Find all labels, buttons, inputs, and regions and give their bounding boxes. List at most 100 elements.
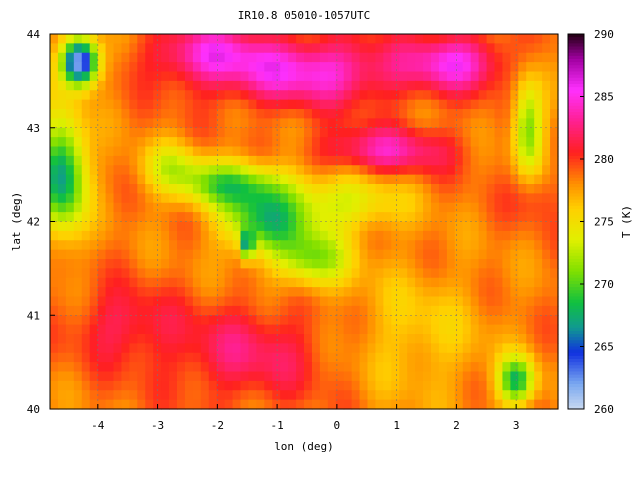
heatmap-cell	[510, 184, 519, 194]
heatmap-cell	[407, 202, 416, 213]
heatmap-cell	[399, 287, 408, 298]
heatmap-cell	[534, 71, 543, 82]
heatmap-cell	[550, 380, 559, 391]
heatmap-cell	[161, 34, 170, 44]
heatmap-cell	[304, 277, 313, 288]
heatmap-cell	[526, 287, 535, 298]
heatmap-cell	[446, 324, 456, 335]
heatmap-cell	[383, 259, 392, 269]
heatmap-cell	[399, 34, 408, 44]
heatmap-cell	[232, 362, 242, 373]
heatmap-cell	[129, 193, 138, 204]
heatmap-cell	[319, 287, 329, 298]
heatmap-cell	[272, 315, 281, 326]
heatmap-cell	[431, 230, 440, 241]
heatmap-cell	[208, 352, 218, 363]
heatmap-cell	[542, 212, 551, 223]
heatmap-cell	[192, 71, 202, 82]
colorbar-cell	[568, 249, 584, 254]
heatmap-cell	[486, 380, 496, 391]
heatmap-cell	[224, 193, 234, 204]
heatmap-cell	[50, 259, 59, 269]
colorbar-cell	[568, 346, 584, 351]
heatmap-cell	[89, 287, 99, 298]
heatmap-cell	[161, 324, 170, 335]
heatmap-cell	[367, 212, 377, 223]
heatmap-cell	[446, 249, 456, 260]
heatmap-cell	[232, 399, 242, 410]
heatmap-cell	[169, 34, 178, 44]
heatmap-cell	[304, 259, 313, 269]
heatmap-cell	[423, 399, 432, 410]
heatmap-cell	[177, 34, 186, 44]
heatmap-cell	[510, 268, 519, 279]
heatmap-cell	[486, 99, 496, 110]
heatmap-cell	[415, 80, 424, 91]
heatmap-cell	[335, 249, 345, 260]
heatmap-cell	[478, 230, 488, 241]
heatmap-cell	[121, 99, 130, 110]
heatmap-cell	[121, 324, 130, 335]
heatmap-cell	[256, 362, 265, 373]
heatmap-cell	[177, 380, 186, 391]
heatmap-cell	[391, 52, 400, 63]
heatmap-cell	[280, 62, 289, 73]
heatmap-cell	[319, 249, 329, 260]
heatmap-cell	[161, 399, 170, 410]
heatmap-cell	[192, 315, 202, 326]
heatmap-cell	[327, 240, 337, 251]
heatmap-cell	[462, 212, 472, 223]
heatmap-cell	[280, 259, 289, 269]
heatmap-cell	[65, 90, 75, 101]
heatmap-cell	[216, 287, 226, 298]
colorbar-cell	[568, 49, 584, 54]
heatmap-cell	[502, 80, 511, 91]
heatmap-cell	[216, 99, 226, 110]
heatmap-cell	[153, 268, 162, 279]
heatmap-cell	[478, 137, 488, 148]
heatmap-cell	[399, 277, 408, 288]
heatmap-cell	[438, 137, 448, 148]
heatmap-cell	[510, 165, 519, 176]
heatmap-cell	[502, 390, 511, 401]
heatmap-cell	[415, 146, 424, 157]
heatmap-cell	[208, 127, 218, 138]
heatmap-cell	[470, 62, 480, 73]
heatmap-cell	[216, 343, 226, 354]
heatmap-cell	[407, 174, 416, 185]
heatmap-cell	[335, 34, 345, 44]
heatmap-cell	[518, 324, 527, 335]
heatmap-cell	[343, 352, 353, 363]
heatmap-cell	[550, 399, 559, 410]
colorbar-cell	[568, 287, 584, 291]
heatmap-cell	[534, 249, 543, 260]
heatmap-cell	[105, 174, 115, 185]
heatmap-cell	[264, 305, 273, 316]
heatmap-cell	[224, 174, 234, 185]
heatmap-cell	[454, 296, 464, 307]
heatmap-cell	[335, 362, 345, 373]
heatmap-cell	[375, 99, 384, 110]
heatmap-cell	[177, 362, 186, 373]
heatmap-cell	[478, 155, 488, 166]
heatmap-cell	[256, 287, 265, 298]
heatmap-cell	[73, 399, 83, 410]
heatmap-cell	[304, 193, 313, 204]
heatmap-cell	[359, 259, 369, 269]
heatmap-cell	[57, 380, 67, 391]
heatmap-cell	[216, 221, 226, 232]
heatmap-cell	[89, 174, 99, 185]
heatmap-cell	[145, 155, 154, 166]
heatmap-cell	[518, 399, 527, 410]
heatmap-cell	[399, 343, 408, 354]
heatmap-cell	[454, 43, 464, 54]
heatmap-cell	[272, 268, 281, 279]
heatmap-cell	[391, 184, 400, 194]
heatmap-cell	[327, 352, 337, 363]
heatmap-cell	[121, 118, 130, 129]
heatmap-cell	[304, 268, 313, 279]
heatmap-cell	[224, 287, 234, 298]
heatmap-cell	[161, 137, 170, 148]
heatmap-cell	[486, 118, 496, 129]
heatmap-cell	[534, 146, 543, 157]
